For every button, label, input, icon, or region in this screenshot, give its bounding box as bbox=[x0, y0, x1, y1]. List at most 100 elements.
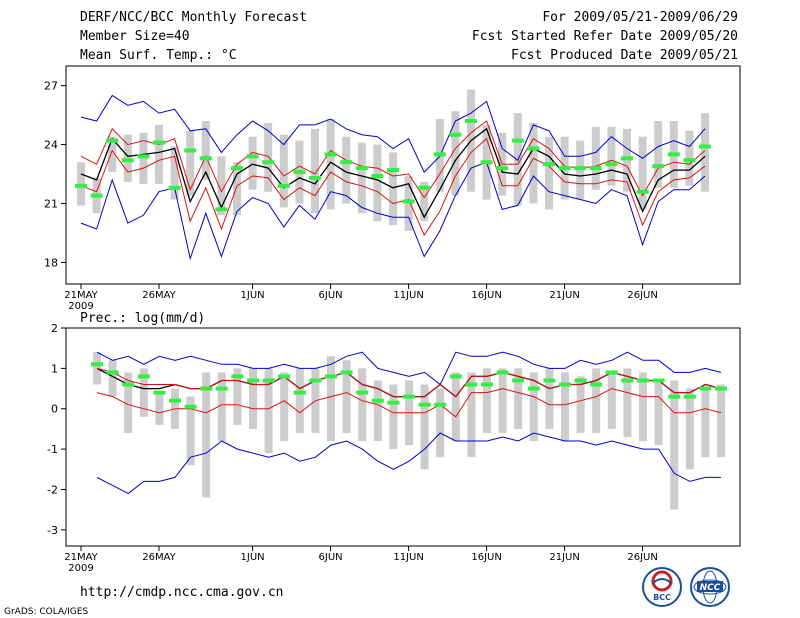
temp-x-tick-label: 16JUN bbox=[471, 290, 501, 301]
temp-observation-mark bbox=[387, 168, 399, 173]
temp-observation-mark bbox=[90, 193, 103, 198]
temp-ensemble-box bbox=[264, 122, 273, 192]
source-url-link[interactable]: http://cmdp.ncc.cma.gov.cn bbox=[80, 585, 284, 600]
prec-ensemble-box bbox=[420, 384, 429, 470]
prec-ensemble-box bbox=[561, 372, 569, 442]
temp-observation-mark bbox=[168, 185, 181, 190]
prec-observation-mark bbox=[496, 370, 509, 375]
temp-observation-mark bbox=[355, 166, 368, 171]
temp-observation-mark bbox=[324, 152, 337, 157]
temp-observation-mark bbox=[589, 166, 602, 171]
prec-ensemble-box bbox=[701, 388, 710, 458]
prec-ensemble-box bbox=[264, 368, 273, 454]
temp-ensemble-box bbox=[326, 119, 335, 210]
temp-observation-mark bbox=[496, 166, 509, 171]
prec-lower-line bbox=[96, 388, 722, 418]
prec-observation-mark bbox=[200, 386, 213, 391]
prec-y-tick-label: -2 bbox=[47, 483, 58, 496]
temp-mean-line bbox=[80, 127, 706, 219]
temp-ensemble-box bbox=[420, 181, 429, 222]
temp-ensemble-box bbox=[654, 120, 663, 188]
temp-observation-mark bbox=[106, 138, 119, 143]
prec-ensemble-box bbox=[514, 368, 523, 429]
prec-max-line bbox=[96, 351, 722, 386]
temp-observation-mark bbox=[153, 140, 165, 145]
prec-observation-mark bbox=[434, 402, 447, 407]
temp-observation-mark bbox=[699, 144, 711, 149]
prec-x-tick-label: 26MAY bbox=[142, 552, 176, 563]
temp-observation-mark bbox=[231, 166, 243, 171]
temp-observation-mark bbox=[262, 160, 275, 165]
prec-observation-mark bbox=[574, 378, 587, 383]
temp-ensemble-box bbox=[389, 152, 397, 226]
prec-observation-mark bbox=[465, 382, 478, 387]
grads-credit: GrADS: COLA/IGES bbox=[4, 607, 88, 617]
prec-observation-mark bbox=[309, 378, 322, 383]
prec-observation-mark bbox=[715, 386, 727, 391]
prec-observation-mark bbox=[512, 378, 525, 383]
prec-ensemble-box bbox=[685, 388, 694, 470]
prec-ensemble-box bbox=[670, 380, 679, 510]
temp-ensemble-box bbox=[591, 126, 600, 190]
prec-observation-mark bbox=[481, 382, 493, 387]
prec-observation-mark bbox=[247, 378, 259, 383]
temp-y-tick-label: 21 bbox=[44, 197, 58, 210]
prec-observation-mark bbox=[605, 370, 618, 375]
prec-observation-mark bbox=[387, 400, 400, 405]
temp-ensemble-box bbox=[545, 136, 553, 210]
precipitation-variable-label: Prec.: log(mm/d) bbox=[80, 311, 205, 326]
prec-observation-mark bbox=[543, 378, 556, 383]
temp-ensemble-box bbox=[701, 113, 709, 192]
prec-observation-mark bbox=[278, 374, 291, 379]
temp-observation-mark bbox=[121, 158, 134, 163]
prec-ensemble-box bbox=[654, 380, 663, 446]
temp-observation-mark bbox=[199, 156, 212, 161]
prec-ensemble-box bbox=[467, 372, 476, 458]
prec-ensemble-box bbox=[124, 372, 133, 433]
ncc-logo: NCC bbox=[690, 567, 730, 607]
temp-ensemble-box bbox=[311, 128, 319, 214]
prec-observation-mark bbox=[184, 404, 197, 409]
temp-x-tick-label: 21MAY bbox=[64, 290, 98, 301]
temp-observation-mark bbox=[340, 160, 353, 165]
prec-y-tick-label: 2 bbox=[51, 322, 58, 335]
prec-ensemble-box bbox=[295, 368, 304, 433]
temperature-variable-label: Mean Surf. Temp.: °C bbox=[80, 48, 237, 63]
temp-observation-mark bbox=[465, 118, 477, 123]
prec-y-tick-label: -1 bbox=[47, 443, 58, 456]
temp-ensemble-box bbox=[279, 134, 288, 208]
prec-ensemble-box bbox=[342, 360, 351, 433]
temp-min-line bbox=[80, 161, 706, 261]
prec-observation-mark bbox=[231, 374, 244, 379]
bcc-logo-text: BCC bbox=[653, 593, 671, 602]
temp-observation-mark bbox=[293, 170, 306, 175]
temp-observation-mark bbox=[371, 173, 384, 178]
prec-x-tick-label: 1JUN bbox=[241, 552, 265, 563]
prec-observation-mark bbox=[652, 378, 665, 383]
temp-observation-mark bbox=[621, 156, 633, 161]
temp-y-tick-label: 27 bbox=[44, 80, 58, 93]
prec-observation-mark bbox=[340, 370, 353, 375]
temp-ensemble-box bbox=[217, 156, 226, 216]
member-size-label: Member Size=40 bbox=[80, 29, 190, 44]
prec-observation-mark bbox=[527, 386, 540, 391]
prec-ensemble-box bbox=[545, 368, 554, 429]
prec-x-tick-year: 2009 bbox=[68, 563, 93, 574]
prec-ensemble-box bbox=[717, 384, 725, 458]
prec-ensemble-box bbox=[451, 372, 460, 442]
temp-y-tick-label: 18 bbox=[44, 256, 58, 269]
temp-observation-mark bbox=[137, 154, 150, 159]
temp-observation-mark bbox=[449, 132, 462, 137]
prec-observation-mark bbox=[122, 382, 135, 387]
prec-observation-mark bbox=[621, 378, 634, 383]
prec-ensemble-box bbox=[202, 372, 211, 498]
temp-x-tick-label: 26MAY bbox=[142, 290, 176, 301]
temp-observation-mark bbox=[402, 199, 415, 204]
prec-ensemble-box bbox=[529, 372, 538, 442]
temp-x-tick-label: 21JUN bbox=[549, 290, 579, 301]
prec-ensemble-box bbox=[155, 392, 164, 425]
prec-observation-mark bbox=[91, 362, 103, 367]
temp-ensemble-box bbox=[342, 136, 351, 204]
temp-observation-mark bbox=[558, 166, 571, 171]
prec-observation-mark bbox=[106, 370, 119, 375]
